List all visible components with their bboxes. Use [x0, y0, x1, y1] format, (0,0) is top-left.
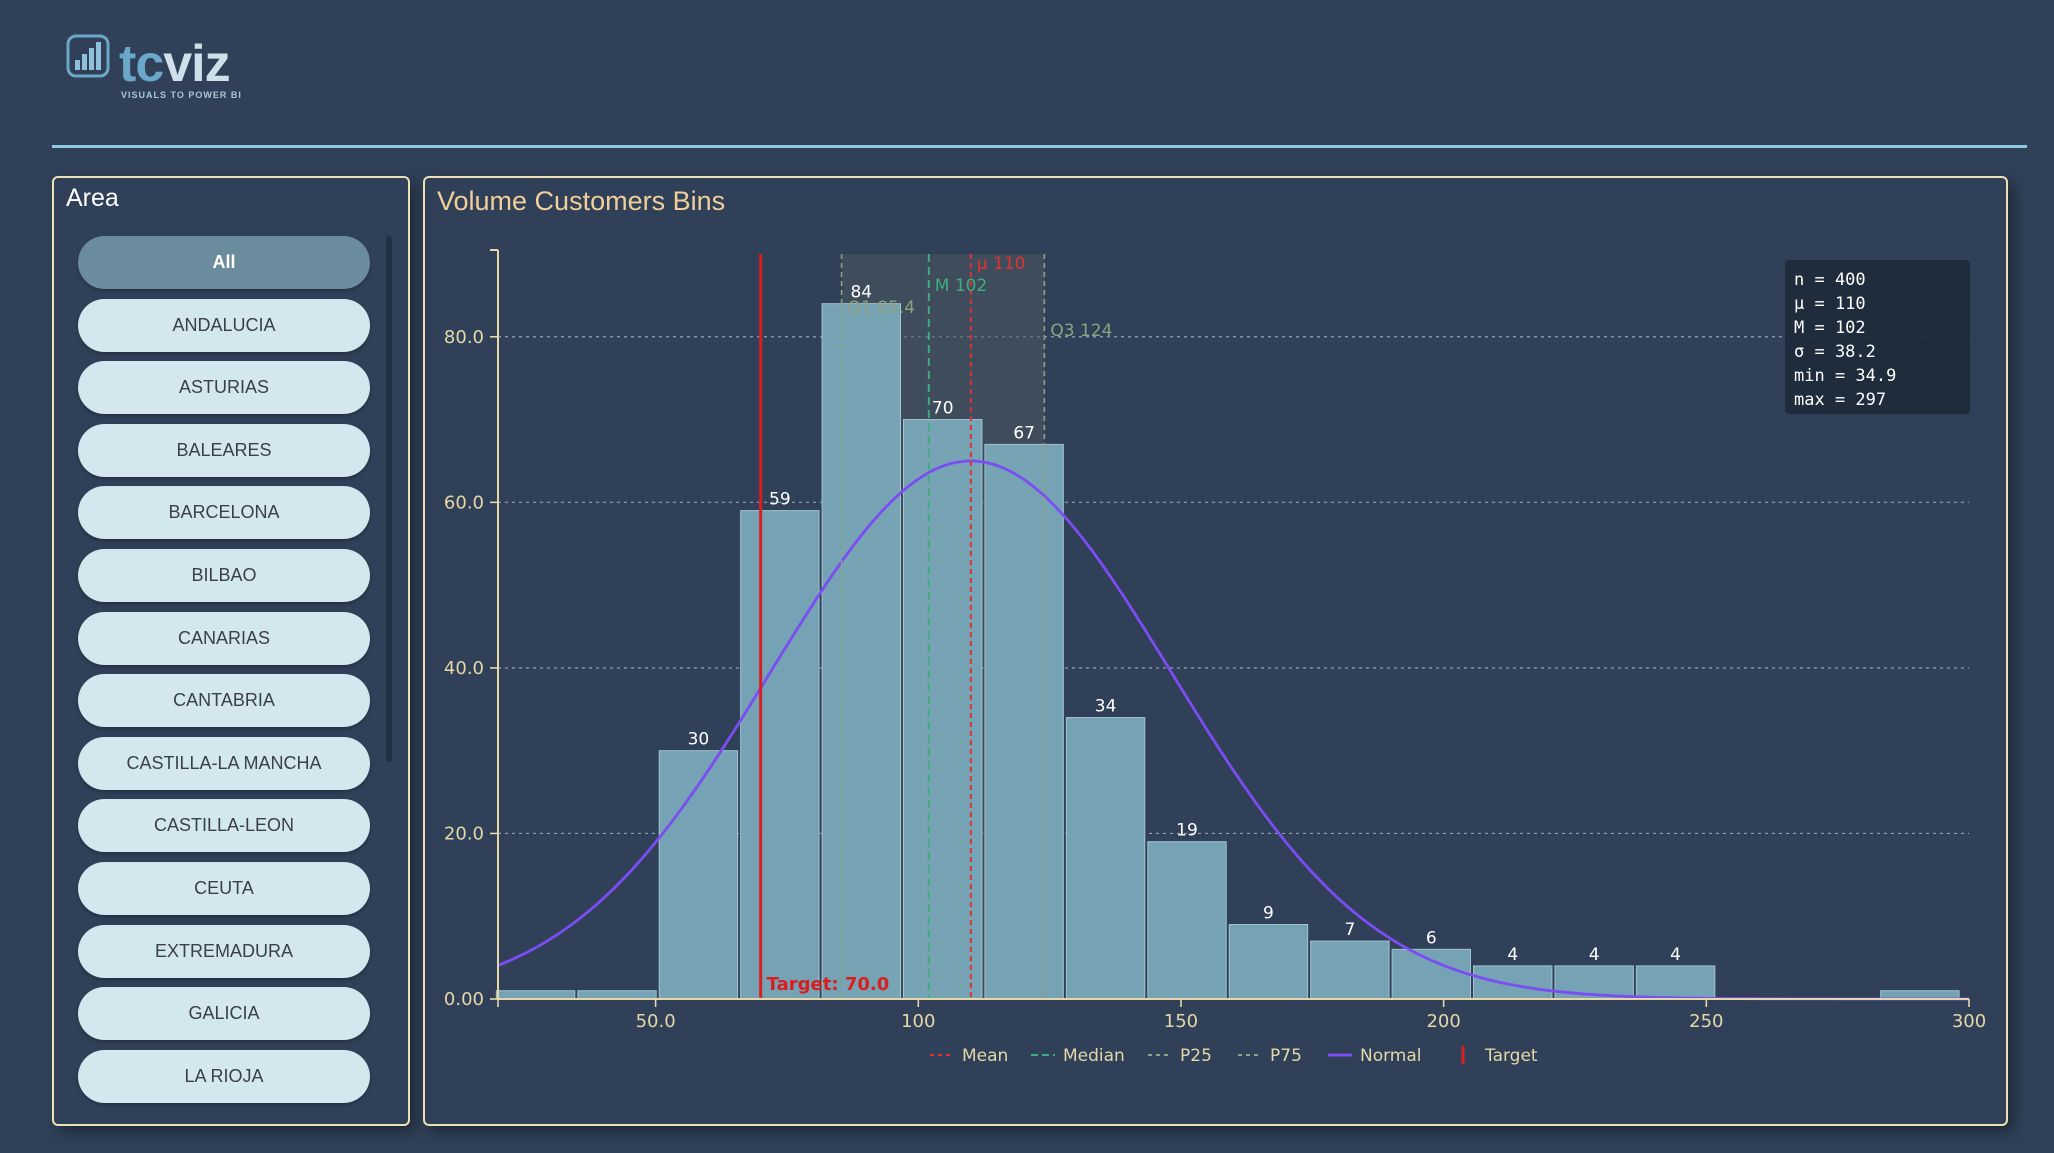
area-option-galicia[interactable]: GALICIA: [78, 987, 370, 1041]
area-option-canarias[interactable]: CANARIAS: [78, 611, 370, 665]
area-option-asturias[interactable]: ASTURIAS: [78, 361, 370, 415]
legend-label-normal: Normal: [1360, 1046, 1422, 1066]
y-tick-label: 40.0: [444, 658, 484, 679]
area-slicer-list: All ANDALUCIA ASTURIAS BALEARES BARCELONA BIL…: [78, 236, 370, 1112]
stats-line: M = 102: [1794, 318, 1866, 338]
area-option-la-rioja[interactable]: LA RIOJA: [78, 1049, 370, 1103]
stats-line: n = 400: [1794, 270, 1866, 290]
histogram-bar: [1635, 965, 1716, 1000]
x-tick-label: 300: [1952, 1011, 1986, 1032]
bar-data-label: 70: [932, 399, 954, 419]
stats-line: σ = 38.2: [1794, 342, 1876, 362]
bar-data-label: 4: [1589, 945, 1600, 965]
mean-label: μ 110: [977, 254, 1026, 274]
x-tick-label: 100: [901, 1011, 935, 1032]
header-divider: [52, 145, 2027, 148]
x-tick-label: 200: [1426, 1011, 1460, 1032]
y-tick-label: 20.0: [444, 823, 484, 844]
histogram-bar: [984, 443, 1064, 1000]
bar-data-label: 7: [1344, 920, 1355, 940]
y-tick-label: 0.00: [444, 989, 484, 1010]
area-option-bilbao[interactable]: BILBAO: [78, 548, 370, 602]
target-label: Target: 70.0: [767, 974, 890, 995]
area-slicer-scrollbar[interactable]: [386, 236, 392, 762]
legend-label-q3: P75: [1270, 1046, 1302, 1066]
bar-chart-logo-icon: [66, 34, 110, 78]
chart-title: Volume Customers Bins: [437, 186, 726, 216]
stats-line: μ = 110: [1794, 294, 1866, 314]
area-option-all[interactable]: All: [78, 236, 370, 289]
q1-label: Q1 85.4: [848, 298, 915, 318]
histogram-bar: [1473, 965, 1553, 1000]
histogram-bar: [902, 419, 983, 1000]
histogram-bar: [1391, 948, 1472, 1000]
brand-name-part1: tc: [119, 35, 164, 93]
bar-data-label: 67: [1013, 423, 1035, 443]
stats-line: min = 34.9: [1794, 366, 1896, 386]
histogram-bar: [1310, 940, 1390, 1000]
histogram-bar: [1228, 924, 1309, 1000]
x-tick-label: 250: [1689, 1011, 1723, 1032]
area-option-andalucia[interactable]: ANDALUCIA: [78, 298, 370, 352]
y-tick-label: 60.0: [444, 492, 484, 513]
area-option-castilla-la-mancha[interactable]: CASTILLA-LA MANCHA: [78, 736, 370, 790]
area-option-extremadura[interactable]: EXTREMADURA: [78, 924, 370, 978]
area-option-ceuta[interactable]: CEUTA: [78, 861, 370, 915]
brand-name: tcviz: [119, 35, 231, 93]
stats-box: [1785, 260, 1970, 414]
histogram-bar: [740, 510, 820, 1000]
y-tick-label: 80.0: [444, 327, 484, 348]
brand-tagline: VISUALS TO POWER BI: [121, 90, 242, 100]
bar-data-label: 9: [1263, 904, 1274, 924]
histogram-panel: Volume Customers Bins 30 59 84 70 67 34 19 9 7 6 4…: [423, 176, 2008, 1126]
brand-logo: tcviz VISUALS TO POWER BI: [66, 34, 266, 104]
legend-label-median: Median: [1063, 1046, 1125, 1066]
histogram-bar: [495, 990, 576, 1000]
bar-data-label: 4: [1670, 945, 1681, 965]
q3-label: Q3 124: [1050, 321, 1112, 341]
histogram-bar: [1065, 717, 1146, 1000]
median-label: M 102: [935, 276, 988, 296]
histogram-bar: [577, 990, 657, 1000]
legend-label-q1: P25: [1180, 1046, 1212, 1066]
bar-data-label: 59: [769, 490, 791, 510]
bar-data-label: 84: [850, 283, 872, 303]
brand-name-part2: viz: [163, 35, 230, 93]
stats-line: max = 297: [1794, 390, 1886, 410]
bar-data-label: 30: [688, 730, 710, 750]
area-slicer-title: Area: [66, 184, 119, 212]
area-slicer-panel: Area All ANDALUCIA ASTURIAS BALEARES BARCELO…: [52, 176, 410, 1126]
histogram-bar: [821, 303, 901, 1000]
bar-data-label: 4: [1507, 945, 1518, 965]
bar-data-label: 19: [1176, 821, 1198, 841]
histogram-bar: [1147, 841, 1227, 1000]
bar-data-label: 34: [1095, 697, 1117, 717]
legend-label-mean: Mean: [962, 1046, 1008, 1066]
area-option-baleares[interactable]: BALEARES: [78, 423, 370, 477]
area-option-cantabria[interactable]: CANTABRIA: [78, 674, 370, 728]
area-option-castilla-leon[interactable]: CASTILLA-LEON: [78, 799, 370, 853]
bar-data-label: 6: [1426, 928, 1437, 948]
histogram-bar: [658, 750, 739, 1000]
x-tick-label: 50.0: [636, 1011, 676, 1032]
x-tick-label: 150: [1164, 1011, 1198, 1032]
legend-label-target: Target: [1484, 1046, 1538, 1066]
area-option-barcelona[interactable]: BARCELONA: [78, 486, 370, 540]
